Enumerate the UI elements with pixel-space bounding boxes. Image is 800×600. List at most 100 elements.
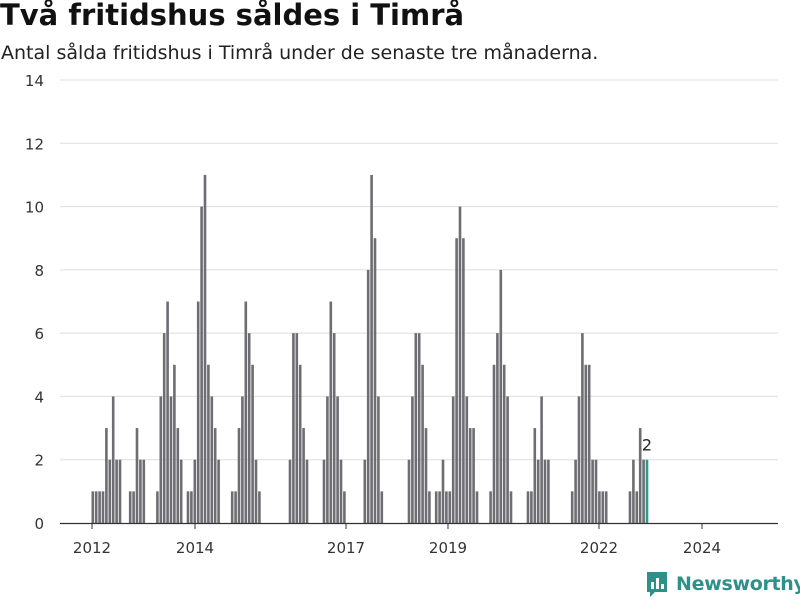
y-tick-label: 0: [34, 515, 44, 533]
bar: [173, 364, 176, 523]
bar: [547, 459, 550, 523]
bar: [380, 491, 384, 523]
x-axis: 2012 2014 2017 2019 2022 2024: [60, 522, 778, 557]
bar: [230, 491, 234, 523]
bar: [234, 491, 237, 523]
bar: [305, 459, 309, 523]
bar: [176, 428, 180, 523]
bar: [581, 333, 584, 523]
bar: [428, 491, 431, 523]
bar: [543, 459, 547, 523]
bars: [91, 174, 649, 524]
bar: [489, 491, 492, 523]
bar: [377, 396, 380, 523]
bar: [108, 459, 112, 523]
bar: [587, 364, 591, 523]
y-axis-labels: 0 2 4 6 8 10 12 14: [25, 72, 44, 533]
bar: [105, 428, 108, 523]
bar: [254, 459, 258, 523]
bar: [139, 459, 142, 523]
y-tick-label: 12: [25, 135, 44, 153]
bar: [411, 396, 414, 523]
x-tick-label: 2017: [327, 539, 365, 557]
bar: [601, 491, 605, 523]
bar: [506, 396, 509, 523]
bar: [101, 491, 105, 523]
bar: [407, 459, 411, 523]
brand-footer: Newsworthy: [645, 570, 800, 598]
brand-name: Newsworthy: [676, 573, 800, 595]
bar: [570, 491, 574, 523]
bar: [591, 459, 594, 523]
bar: [142, 459, 146, 523]
bar: [509, 491, 513, 523]
bar: [135, 428, 139, 523]
bar: [540, 396, 543, 523]
bar: [455, 238, 458, 523]
bar: [584, 364, 588, 523]
bar: [343, 491, 346, 523]
bar: [502, 364, 506, 523]
bar: [200, 206, 203, 524]
bar: [499, 269, 503, 523]
bar: [213, 428, 217, 523]
bar: [326, 396, 329, 523]
bar: [322, 459, 326, 523]
y-tick-label: 6: [34, 325, 44, 343]
bar: [179, 459, 183, 523]
bar: [115, 459, 118, 523]
bar: [186, 491, 190, 523]
latest-value-label: 2: [642, 436, 652, 455]
bar: [632, 459, 635, 523]
bar: [417, 333, 421, 523]
bar: [247, 333, 251, 523]
bar: [496, 333, 499, 523]
y-tick-label: 8: [34, 262, 44, 280]
bar: [302, 428, 305, 523]
bar: [332, 333, 336, 523]
bar: [118, 459, 122, 523]
y-tick-label: 14: [25, 72, 44, 90]
bar: [628, 491, 632, 523]
bar: [207, 364, 210, 523]
bar: [190, 491, 193, 523]
bar: [642, 459, 645, 523]
bar: [462, 238, 465, 523]
x-tick-label: 2014: [176, 539, 214, 557]
bar: [472, 428, 475, 523]
bar: [159, 396, 163, 523]
bar: [441, 459, 445, 523]
y-tick-label: 2: [34, 452, 44, 470]
bar: [434, 491, 438, 523]
bar: [244, 301, 248, 523]
bar: [162, 333, 166, 523]
chart-subtitle: Antal sålda fritidshus i Timrå under de …: [1, 42, 599, 64]
bar: [132, 491, 135, 523]
bar: [363, 459, 367, 523]
bar: [536, 459, 540, 523]
bar: [414, 333, 418, 523]
chart-title: Två fritidshus såldes i Timrå: [0, 0, 465, 32]
bar: [638, 428, 642, 523]
bar: [203, 174, 207, 523]
bar: [438, 491, 441, 523]
bar: [196, 301, 200, 523]
bar: [295, 333, 299, 523]
bar: [91, 491, 95, 523]
bar: [465, 396, 469, 523]
bar: [128, 491, 132, 523]
bar: [210, 396, 214, 523]
bar: [604, 491, 608, 523]
bar: [574, 459, 577, 523]
bar: [217, 459, 220, 523]
annotations: 2: [642, 436, 652, 455]
bar: [329, 301, 333, 523]
bar: [98, 491, 101, 523]
bar: [111, 396, 115, 523]
bar: [298, 364, 302, 523]
bar: [370, 174, 373, 523]
bar: [424, 428, 428, 523]
newsworthy-logo-icon: [647, 572, 667, 597]
bar: [451, 396, 455, 523]
bar: [533, 428, 537, 523]
